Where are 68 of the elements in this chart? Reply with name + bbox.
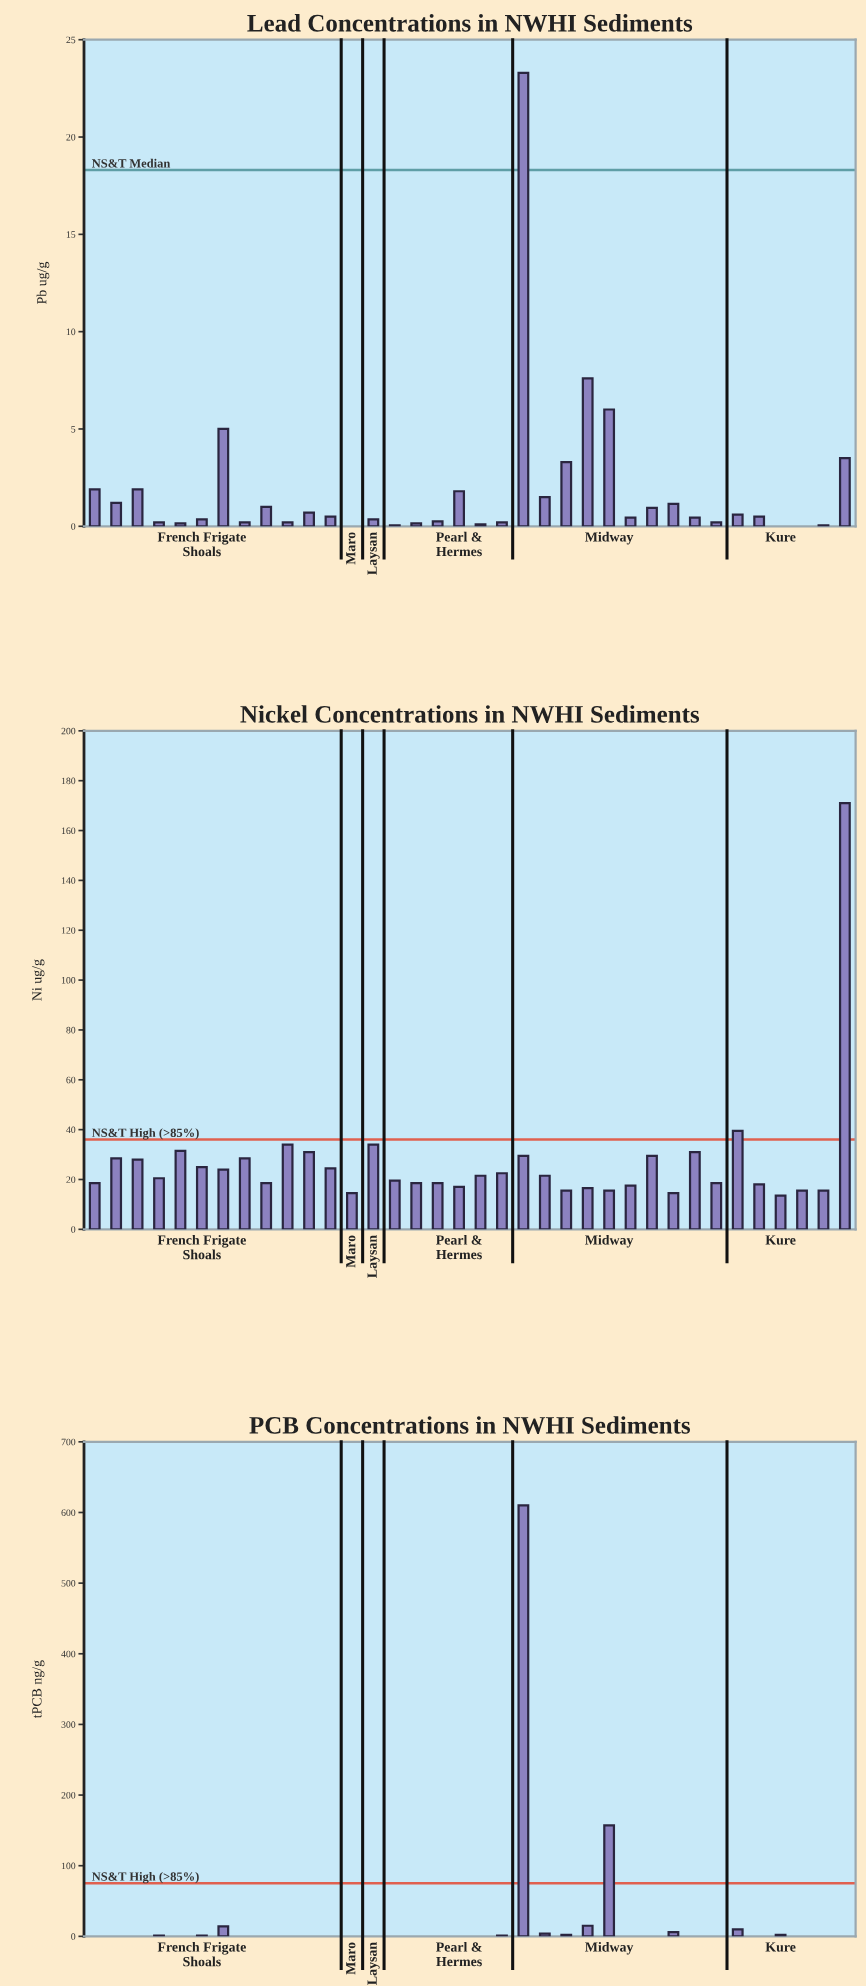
bar xyxy=(517,71,530,527)
bar xyxy=(88,1182,101,1230)
bar xyxy=(260,505,273,527)
chart-title: Lead Concentrations in NWHI Sediments xyxy=(247,14,693,32)
bar xyxy=(324,1167,337,1230)
bar xyxy=(453,490,466,527)
bar xyxy=(667,502,680,527)
bar xyxy=(796,1189,808,1230)
bar xyxy=(817,1189,830,1230)
bar xyxy=(131,488,144,527)
bar xyxy=(281,1143,294,1230)
bar xyxy=(110,501,123,527)
bar xyxy=(753,515,766,527)
bar xyxy=(667,1931,680,1937)
bar xyxy=(431,1182,444,1230)
bar xyxy=(367,1143,380,1230)
bar xyxy=(581,377,594,527)
bar xyxy=(731,1129,744,1230)
bar xyxy=(688,516,701,527)
bar xyxy=(367,518,380,527)
chart-title: PCB Concentrations in NWHI Sediments xyxy=(249,1416,691,1434)
bar xyxy=(88,488,101,527)
bar xyxy=(217,1168,230,1230)
bar xyxy=(517,1154,530,1230)
bar xyxy=(646,1154,658,1230)
bar xyxy=(238,1157,251,1230)
bar xyxy=(838,802,851,1230)
bar xyxy=(710,1182,723,1230)
bar xyxy=(217,1925,230,1937)
bar xyxy=(624,1184,637,1230)
bar xyxy=(560,1189,573,1230)
bar xyxy=(174,1149,187,1230)
bar xyxy=(410,1182,423,1230)
bar xyxy=(581,1187,594,1230)
bar xyxy=(388,1179,401,1230)
bar xyxy=(453,1185,466,1230)
bar xyxy=(538,495,551,527)
bar xyxy=(303,1150,315,1230)
bar xyxy=(474,1174,487,1230)
bar xyxy=(560,460,573,527)
chart-title: Nickel Concentrations in NWHI Sediments xyxy=(240,705,700,723)
bar xyxy=(517,1504,530,1937)
bar xyxy=(131,1158,144,1230)
bar xyxy=(195,1165,208,1230)
bar xyxy=(538,1174,551,1230)
bar xyxy=(153,1177,165,1230)
bar xyxy=(345,1192,358,1230)
bar xyxy=(110,1157,123,1230)
bar xyxy=(603,408,616,527)
bar xyxy=(731,1928,744,1937)
bar xyxy=(838,457,851,527)
bar xyxy=(624,516,637,527)
bar xyxy=(688,1150,701,1230)
bar xyxy=(667,1192,680,1230)
bar xyxy=(496,1172,508,1230)
bar xyxy=(646,506,658,527)
bar xyxy=(603,1189,616,1230)
bar xyxy=(195,518,208,527)
bar xyxy=(753,1183,766,1230)
bar xyxy=(260,1182,273,1230)
bar xyxy=(603,1824,616,1937)
bar xyxy=(217,427,230,527)
bar xyxy=(431,520,444,527)
bar xyxy=(303,511,315,527)
bar xyxy=(731,513,744,527)
bar xyxy=(581,1924,594,1937)
bar xyxy=(774,1194,787,1230)
bar xyxy=(324,515,337,527)
